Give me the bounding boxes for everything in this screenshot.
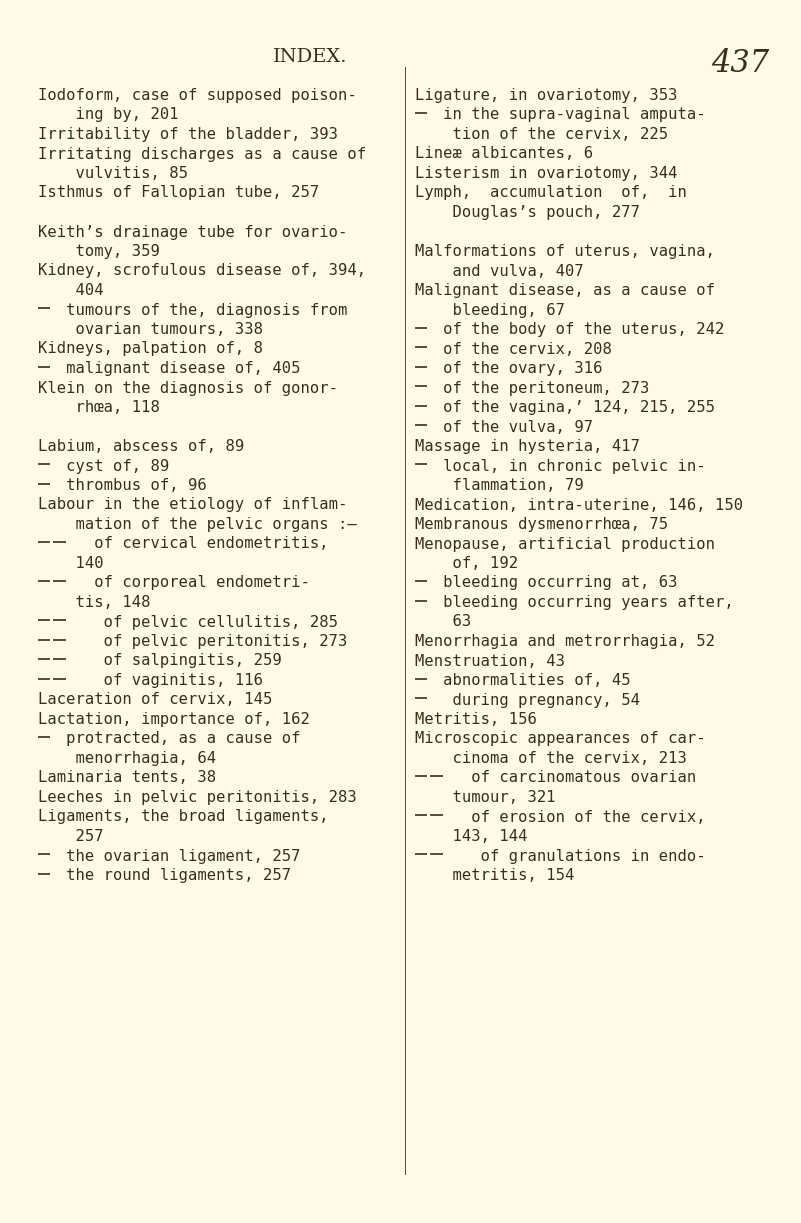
Text: Malignant disease, as a cause of: Malignant disease, as a cause of	[415, 283, 715, 298]
Text: Lymph,  accumulation  of,  in: Lymph, accumulation of, in	[415, 186, 687, 201]
Text: menorrhagia, 64: menorrhagia, 64	[38, 751, 216, 766]
Text: of the vagina,’ 124, 215, 255: of the vagina,’ 124, 215, 255	[415, 400, 715, 415]
Text: Lactation, importance of, 162: Lactation, importance of, 162	[38, 712, 310, 726]
Text: Ligature, in ovariotomy, 353: Ligature, in ovariotomy, 353	[415, 88, 678, 103]
Text: thrombus of, 96: thrombus of, 96	[38, 478, 207, 493]
Text: Menstruation, 43: Menstruation, 43	[415, 653, 565, 669]
Text: vulvitis, 85: vulvitis, 85	[38, 166, 188, 181]
Text: Laceration of cervix, 145: Laceration of cervix, 145	[38, 692, 272, 707]
Text: Menorrhagia and metrorrhagia, 52: Menorrhagia and metrorrhagia, 52	[415, 634, 715, 649]
Text: 63: 63	[415, 614, 471, 630]
Text: and vulva, 407: and vulva, 407	[415, 263, 584, 279]
Text: 404: 404	[38, 283, 103, 298]
Text: of pelvic cellulitis, 285: of pelvic cellulitis, 285	[38, 614, 338, 630]
Text: Massage in hysteria, 417: Massage in hysteria, 417	[415, 439, 640, 454]
Text: Iodoform, case of supposed poison-: Iodoform, case of supposed poison-	[38, 88, 356, 103]
Text: Leeches in pelvic peritonitis, 283: Leeches in pelvic peritonitis, 283	[38, 790, 356, 805]
Text: 140: 140	[38, 556, 103, 571]
Text: Kidney, scrofulous disease of, 394,: Kidney, scrofulous disease of, 394,	[38, 263, 366, 279]
Text: bleeding occurring years after,: bleeding occurring years after,	[415, 596, 734, 610]
Text: of the cervix, 208: of the cervix, 208	[415, 341, 612, 356]
Text: Isthmus of Fallopian tube, 257: Isthmus of Fallopian tube, 257	[38, 186, 320, 201]
Text: Laminaria tents, 38: Laminaria tents, 38	[38, 770, 216, 785]
Text: Kidneys, palpation of, 8: Kidneys, palpation of, 8	[38, 341, 263, 356]
Text: cyst of, 89: cyst of, 89	[38, 459, 169, 473]
Text: Irritating discharges as a cause of: Irritating discharges as a cause of	[38, 147, 366, 161]
Text: the ovarian ligament, 257: the ovarian ligament, 257	[38, 849, 300, 863]
Text: the round ligaments, 257: the round ligaments, 257	[38, 868, 291, 883]
Text: of the vulva, 97: of the vulva, 97	[415, 419, 593, 434]
Text: bleeding, 67: bleeding, 67	[415, 302, 565, 318]
Text: of the ovary, 316: of the ovary, 316	[415, 361, 602, 375]
Text: Medication, intra-uterine, 146, 150: Medication, intra-uterine, 146, 150	[415, 498, 743, 512]
Text: protracted, as a cause of: protracted, as a cause of	[38, 731, 300, 746]
Text: metritis, 154: metritis, 154	[415, 868, 574, 883]
Text: Irritability of the bladder, 393: Irritability of the bladder, 393	[38, 127, 338, 142]
Text: tumour, 321: tumour, 321	[415, 790, 556, 805]
Text: Labium, abscess of, 89: Labium, abscess of, 89	[38, 439, 244, 454]
Text: of vaginitis, 116: of vaginitis, 116	[38, 673, 263, 689]
Text: in the supra-vaginal amputa-: in the supra-vaginal amputa-	[415, 108, 706, 122]
Text: of erosion of the cervix,: of erosion of the cervix,	[415, 810, 706, 824]
Text: mation of the pelvic organs :—: mation of the pelvic organs :—	[38, 517, 356, 532]
Text: tis, 148: tis, 148	[38, 596, 151, 610]
Text: during pregnancy, 54: during pregnancy, 54	[415, 692, 640, 707]
Text: of granulations in endo-: of granulations in endo-	[415, 849, 706, 863]
Text: INDEX.: INDEX.	[273, 48, 348, 66]
Text: of, 192: of, 192	[415, 556, 518, 571]
Text: Malformations of uterus, vagina,: Malformations of uterus, vagina,	[415, 245, 715, 259]
Text: ovarian tumours, 338: ovarian tumours, 338	[38, 322, 263, 338]
Text: Membranous dysmenorrhœa, 75: Membranous dysmenorrhœa, 75	[415, 517, 668, 532]
Text: flammation, 79: flammation, 79	[415, 478, 584, 493]
Text: of cervical endometritis,: of cervical endometritis,	[38, 537, 328, 552]
Text: malignant disease of, 405: malignant disease of, 405	[38, 361, 300, 375]
Text: Ligaments, the broad ligaments,: Ligaments, the broad ligaments,	[38, 810, 328, 824]
Text: Douglas’s pouch, 277: Douglas’s pouch, 277	[415, 205, 640, 220]
Text: of carcinomatous ovarian: of carcinomatous ovarian	[415, 770, 696, 785]
Text: Microscopic appearances of car-: Microscopic appearances of car-	[415, 731, 706, 746]
Text: 437: 437	[711, 48, 769, 79]
Text: ing by, 201: ing by, 201	[38, 108, 179, 122]
Text: cinoma of the cervix, 213: cinoma of the cervix, 213	[415, 751, 687, 766]
Text: Menopause, artificial production: Menopause, artificial production	[415, 537, 715, 552]
Text: of salpingitis, 259: of salpingitis, 259	[38, 653, 282, 669]
Text: local, in chronic pelvic in-: local, in chronic pelvic in-	[415, 459, 706, 473]
Text: of the peritoneum, 273: of the peritoneum, 273	[415, 380, 650, 395]
Text: tumours of the, diagnosis from: tumours of the, diagnosis from	[38, 302, 348, 318]
Text: of corporeal endometri-: of corporeal endometri-	[38, 576, 310, 591]
Text: Keith’s drainage tube for ovario-: Keith’s drainage tube for ovario-	[38, 225, 348, 240]
Text: Listerism in ovariotomy, 344: Listerism in ovariotomy, 344	[415, 166, 678, 181]
Text: Klein on the diagnosis of gonor-: Klein on the diagnosis of gonor-	[38, 380, 338, 395]
Text: Lineæ albicantes, 6: Lineæ albicantes, 6	[415, 147, 593, 161]
Text: 143, 144: 143, 144	[415, 829, 528, 844]
Text: tion of the cervix, 225: tion of the cervix, 225	[415, 127, 668, 142]
Text: rhœa, 118: rhœa, 118	[38, 400, 160, 415]
Text: tomy, 359: tomy, 359	[38, 245, 160, 259]
Text: of pelvic peritonitis, 273: of pelvic peritonitis, 273	[38, 634, 348, 649]
Text: 257: 257	[38, 829, 103, 844]
Text: of the body of the uterus, 242: of the body of the uterus, 242	[415, 322, 724, 338]
Text: Labour in the etiology of inflam-: Labour in the etiology of inflam-	[38, 498, 348, 512]
Text: bleeding occurring at, 63: bleeding occurring at, 63	[415, 576, 678, 591]
Text: Metritis, 156: Metritis, 156	[415, 712, 537, 726]
Text: abnormalities of, 45: abnormalities of, 45	[415, 673, 630, 689]
